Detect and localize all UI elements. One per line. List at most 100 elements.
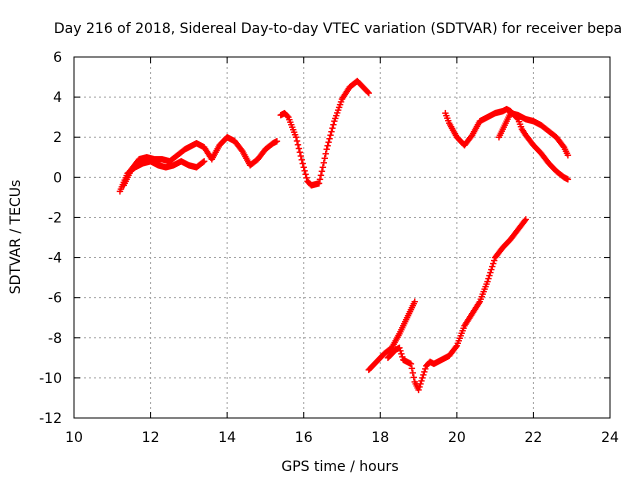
data-point — [298, 156, 305, 163]
plot-frame — [73, 56, 611, 419]
data-point — [328, 128, 335, 135]
data-point — [365, 89, 372, 97]
series-arc-6 — [384, 216, 529, 394]
x-tick-label: 16 — [295, 430, 313, 446]
data-point — [420, 371, 427, 379]
data-point — [315, 180, 323, 187]
data-point — [484, 278, 491, 285]
data-point — [490, 260, 497, 267]
data-point — [300, 164, 307, 171]
data-point — [292, 134, 300, 141]
y-tick-label: 4 — [53, 90, 62, 106]
data-point — [397, 347, 404, 355]
y-tick-label: -6 — [48, 291, 62, 307]
series-arc-2 — [277, 77, 372, 189]
axis-ticks — [73, 56, 611, 419]
data-point — [486, 272, 493, 279]
data-point — [330, 121, 337, 128]
data-point — [329, 124, 336, 132]
series-arc-1a — [116, 158, 208, 195]
data-point — [407, 360, 415, 368]
data-point — [323, 146, 330, 153]
data-point — [299, 160, 306, 167]
y-axis-title: SDTVAR / TECUs — [8, 180, 24, 295]
data-point — [364, 88, 372, 96]
y-tick-label: -8 — [48, 331, 62, 347]
x-tick-labels: 10 12 14 16 18 20 22 24 — [65, 430, 619, 446]
x-tick-label: 14 — [218, 430, 236, 446]
y-tick-label: -12 — [39, 411, 62, 427]
data-point — [303, 174, 310, 182]
data-point — [409, 369, 417, 377]
data-point — [324, 142, 331, 149]
data-point — [200, 158, 208, 165]
data-point — [296, 149, 304, 156]
data-point — [316, 176, 324, 183]
data-point — [327, 132, 334, 139]
y-tick-label: -10 — [39, 371, 62, 387]
data-point — [320, 159, 328, 166]
data-point — [326, 135, 333, 142]
series-arc-1b — [120, 134, 281, 189]
data-point — [416, 383, 423, 391]
data-point — [564, 176, 572, 183]
y-tick-labels: -12 -10 -8 -6 -4 -2 0 2 4 6 — [39, 50, 62, 427]
data-point — [321, 155, 328, 162]
data-point — [564, 152, 572, 159]
data-point — [398, 350, 405, 358]
data-point — [293, 137, 301, 145]
data-point — [521, 217, 529, 224]
data-point — [322, 150, 329, 157]
data-point — [488, 266, 495, 273]
data-point — [417, 380, 424, 388]
data-point — [302, 171, 309, 178]
data-point — [399, 353, 406, 361]
data-point — [410, 374, 417, 381]
data-point — [297, 152, 305, 160]
data-point — [418, 377, 425, 385]
series-arc-3 — [442, 105, 572, 183]
data-point — [317, 172, 325, 179]
data-point — [200, 158, 207, 166]
series-arc-4 — [495, 109, 572, 159]
x-tick-label: 22 — [525, 430, 543, 446]
chart-title: Day 216 of 2018, Sidereal Day-to-day VTE… — [54, 21, 622, 37]
data-point — [419, 374, 426, 382]
data-point — [325, 139, 332, 146]
y-tick-label: 6 — [53, 50, 62, 66]
data-point — [318, 168, 326, 175]
data-point — [559, 142, 567, 150]
data-point — [522, 216, 529, 223]
y-tick-label: 0 — [53, 170, 62, 186]
grid-lines — [74, 57, 610, 418]
data-point — [301, 167, 308, 175]
data-point — [490, 257, 498, 264]
x-tick-label: 18 — [371, 430, 389, 446]
data-point — [415, 386, 422, 394]
series-arc-5 — [365, 298, 418, 374]
data-point — [422, 365, 429, 373]
x-axis-title: GPS time / hours — [281, 459, 398, 475]
x-tick-label: 24 — [601, 430, 619, 446]
y-tick-label: -4 — [48, 251, 62, 267]
data-point — [295, 145, 303, 152]
data-point — [284, 112, 291, 120]
data-point — [485, 275, 492, 282]
data-marks — [116, 77, 572, 394]
x-tick-label: 10 — [65, 430, 83, 446]
data-point — [273, 138, 281, 145]
data-point — [408, 365, 416, 372]
data-point — [396, 344, 403, 352]
data-point — [294, 141, 302, 148]
data-point — [319, 164, 327, 171]
data-point — [452, 343, 460, 351]
data-point — [487, 269, 494, 276]
data-point — [411, 298, 418, 305]
data-point — [421, 368, 428, 376]
x-tick-label: 20 — [448, 430, 466, 446]
x-tick-label: 12 — [142, 430, 160, 446]
data-point — [489, 263, 496, 270]
y-tick-label: -2 — [48, 210, 62, 226]
y-tick-label: 2 — [53, 130, 62, 146]
